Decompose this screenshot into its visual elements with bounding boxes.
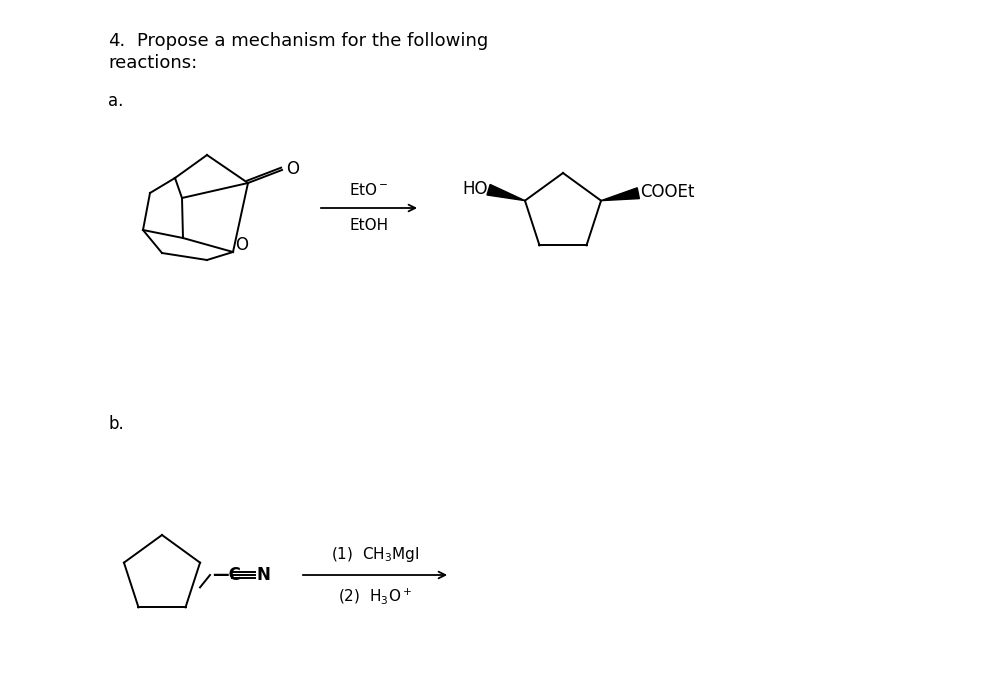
Text: O: O (235, 236, 248, 254)
Polygon shape (487, 184, 525, 200)
Polygon shape (601, 188, 640, 200)
Text: COOEt: COOEt (640, 183, 694, 201)
Text: HO: HO (462, 180, 488, 198)
Text: 4.: 4. (108, 32, 125, 50)
Text: Propose a mechanism for the following: Propose a mechanism for the following (137, 32, 488, 50)
Text: N: N (257, 566, 271, 584)
Text: reactions:: reactions: (108, 54, 197, 72)
Text: a.: a. (108, 92, 123, 110)
Text: b.: b. (108, 415, 124, 433)
Text: EtOH: EtOH (349, 218, 389, 233)
Text: (2)  H$_3$O$^+$: (2) H$_3$O$^+$ (338, 586, 412, 606)
Text: O: O (286, 160, 299, 178)
Text: EtO$^-$: EtO$^-$ (349, 182, 389, 198)
Text: (1)  CH$_3$MgI: (1) CH$_3$MgI (330, 545, 420, 564)
Text: —C: —C (212, 566, 241, 584)
